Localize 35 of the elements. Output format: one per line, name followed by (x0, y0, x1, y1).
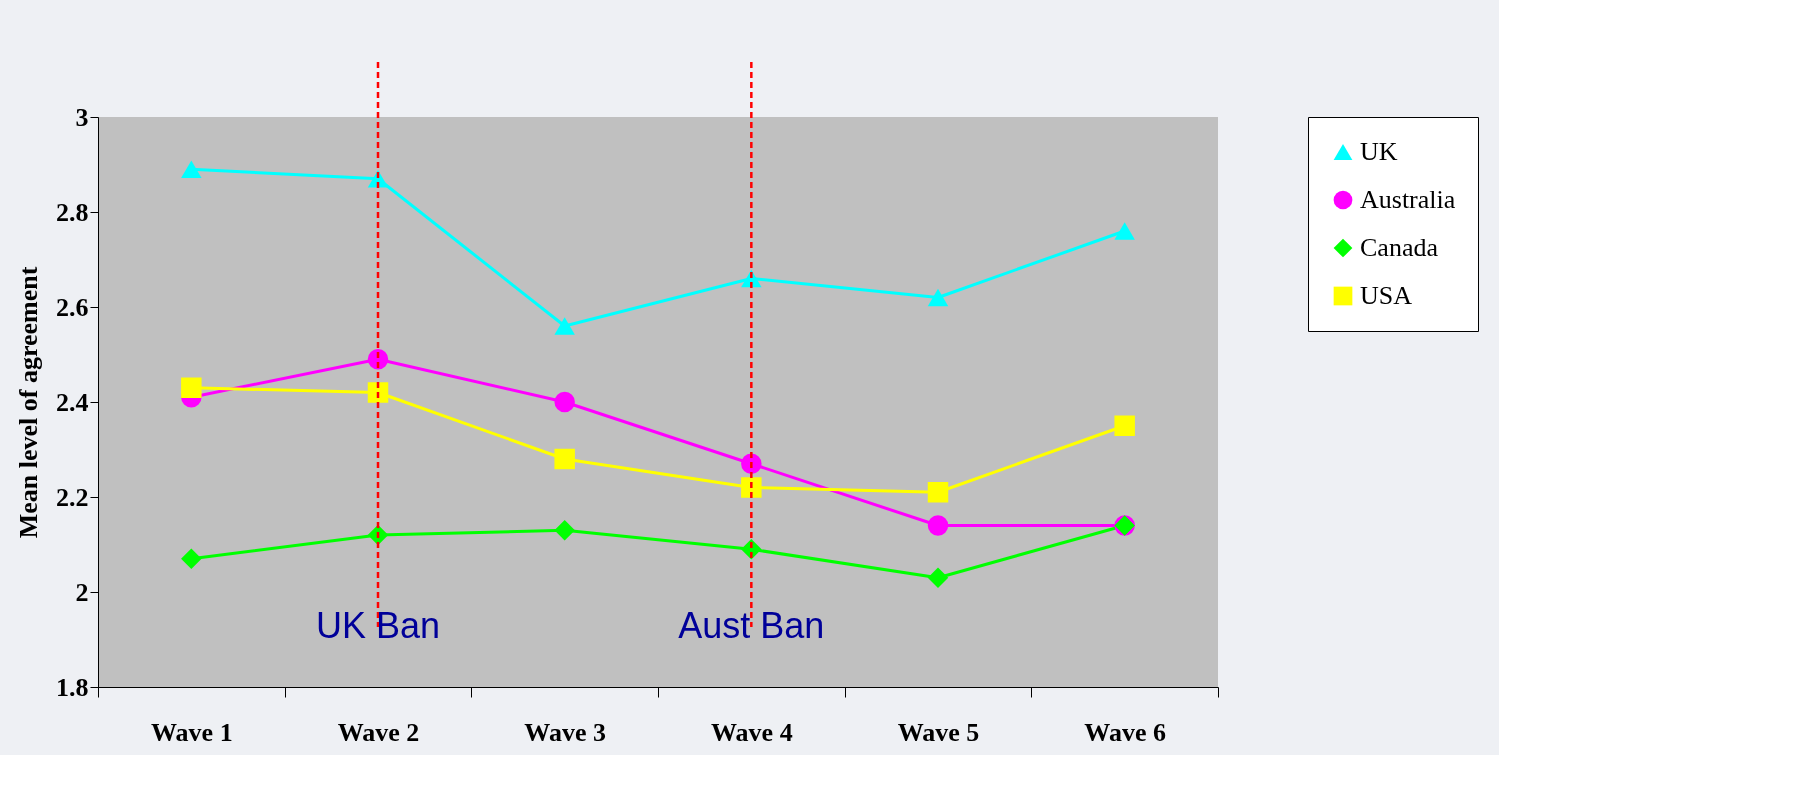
legend-label: Canada (1360, 233, 1439, 262)
point (1114, 415, 1135, 436)
y-tick-label: 2.4 (56, 387, 89, 417)
point (741, 477, 762, 498)
point (367, 382, 389, 403)
y-tick-label: 1.8 (56, 672, 89, 702)
y-tick-label: 3 (75, 102, 89, 132)
y-tick-label: 2 (75, 577, 89, 607)
point (181, 377, 202, 398)
x-tick-label: Wave 6 (1084, 717, 1166, 747)
y-axis-title: Mean level of agreement (14, 266, 43, 539)
y-tick-label: 2.8 (56, 197, 89, 227)
point (1114, 222, 1135, 240)
legend-label: Australia (1360, 185, 1456, 214)
point (927, 482, 949, 503)
point (554, 317, 575, 335)
ref-line-label: UK Ban (315, 605, 441, 646)
x-tick-label: Wave 4 (711, 717, 793, 747)
point (554, 391, 575, 413)
x-tick-label: Wave 1 (151, 717, 233, 747)
y-tick-label: 2.2 (56, 482, 89, 512)
x-tick-label: Wave 3 (524, 717, 606, 747)
legend-label: UK (1360, 137, 1398, 166)
legend-label: USA (1360, 281, 1413, 310)
point (927, 567, 949, 588)
point (554, 520, 575, 541)
x-tick-label: Wave 5 (897, 717, 980, 747)
point (181, 548, 202, 569)
point (927, 288, 949, 307)
point (927, 515, 949, 536)
y-tick-label: 2.6 (56, 292, 89, 322)
point (554, 448, 575, 470)
x-tick-label: Wave 2 (337, 717, 420, 747)
point (181, 160, 202, 179)
ref-line-label: Aust Ban (678, 605, 825, 646)
